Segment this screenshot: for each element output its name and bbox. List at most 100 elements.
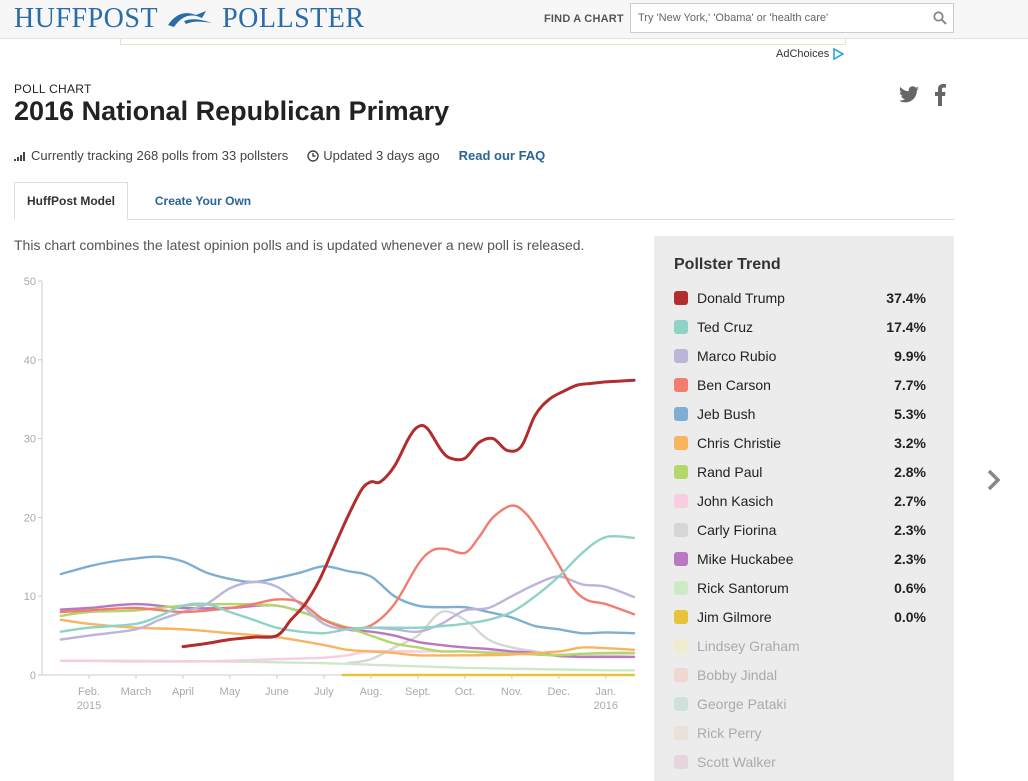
x-tick-label: Feb. [78, 686, 100, 698]
legend-item[interactable]: Jeb Bush 5.3% [674, 404, 926, 424]
updated-info: Updated 3 days ago [307, 148, 440, 163]
x-tick-label: Dec. [548, 686, 571, 698]
legend-swatch [674, 407, 688, 421]
trend-line-rand-paul[interactable] [59, 602, 636, 657]
legend-swatch [674, 552, 688, 566]
legend-swatch [674, 697, 688, 711]
x-tick-label: Sept. [405, 686, 431, 698]
legend-item[interactable]: Scott Walker [674, 752, 926, 772]
trend-line-ben-carson[interactable] [59, 504, 636, 630]
x-tick-label: May [220, 686, 241, 698]
legend-item[interactable]: Donald Trump 37.4% [674, 288, 926, 308]
legend-name: Jim Gilmore [697, 609, 772, 625]
tab-create-your-own[interactable]: Create Your Own [154, 194, 252, 208]
legend-item[interactable]: John Kasich 2.7% [674, 491, 926, 511]
legend-swatch [674, 494, 688, 508]
ad-choices-label: AdChoices [776, 48, 830, 60]
x-tick-year-label: 2016 [594, 700, 618, 712]
faq-link[interactable]: Read our FAQ [458, 148, 546, 163]
clock-icon [307, 149, 319, 162]
legend-name: George Pataki [697, 696, 787, 712]
legend-item[interactable]: Jim Gilmore 0.0% [674, 607, 926, 627]
trend-line-chris-christie[interactable] [59, 618, 636, 657]
legend-swatch [674, 378, 688, 392]
y-tick-label: 50 [24, 276, 36, 288]
legend-item[interactable]: George Pataki [674, 694, 926, 714]
legend-swatch [674, 755, 688, 769]
poll-trend-chart[interactable]: 0 10 20 30 40 50 Feb. 2015 March April May June July… [14, 266, 639, 716]
legend-name: Marco Rubio [697, 348, 777, 364]
legend-value: 2.8% [894, 464, 926, 480]
huffpost-pollster-logo[interactable]: HUFFPOST POLLSTER [14, 3, 365, 34]
legend-item[interactable]: Rand Paul 2.8% [674, 462, 926, 482]
legend-name: John Kasich [697, 493, 774, 509]
legend-item[interactable]: Chris Christie 3.2% [674, 433, 926, 453]
x-tick-label: April [172, 686, 194, 698]
legend-name: Mike Huckabee [697, 551, 794, 567]
legend-name: Donald Trump [697, 290, 785, 306]
legend-item[interactable]: Marco Rubio 9.9% [674, 346, 926, 366]
y-tick-label: 0 [30, 670, 36, 682]
legend-swatch [674, 465, 688, 479]
share-buttons [898, 84, 946, 106]
legend-swatch [674, 291, 688, 305]
search-icon[interactable] [933, 11, 947, 25]
signal-bars-icon [14, 151, 25, 161]
legend-name: Ted Cruz [697, 319, 754, 335]
legend-item[interactable]: Lindsey Graham [674, 636, 926, 656]
legend-name: Bobby Jindal [697, 667, 778, 683]
y-tick-label: 40 [24, 355, 36, 367]
legend-swatch [674, 320, 688, 334]
ad-banner[interactable] [120, 39, 846, 45]
legend-value: 7.7% [894, 377, 926, 393]
legend-name: Chris Christie [697, 435, 782, 451]
x-tick-label: July [314, 686, 334, 698]
legend-value: 2.3% [894, 551, 926, 567]
legend-item[interactable]: Ted Cruz 17.4% [674, 317, 926, 337]
legend-item[interactable]: Rick Perry [674, 723, 926, 743]
legend-name: Rand Paul [697, 464, 763, 480]
legend-swatch [674, 668, 688, 682]
tracking-text: Currently tracking 268 polls from 33 pol… [31, 148, 289, 163]
ad-choices-link[interactable]: AdChoices [776, 48, 845, 60]
legend-item[interactable]: Rick Santorum 0.6% [674, 578, 926, 598]
legend-item[interactable]: Carly Fiorina 2.3% [674, 520, 926, 540]
trend-line-jeb-bush[interactable] [59, 555, 636, 635]
legend-item[interactable]: Ben Carson 7.7% [674, 375, 926, 395]
x-tick-label: Aug. [360, 686, 383, 698]
legend-swatch [674, 610, 688, 624]
tab-huffpost-model[interactable]: HuffPost Model [14, 182, 128, 220]
x-tick-label: Jan. [595, 686, 616, 698]
legend-name: Rick Perry [697, 725, 762, 741]
legend-name: Carly Fiorina [697, 522, 777, 538]
twitter-icon[interactable] [898, 86, 920, 104]
y-tick-label: 10 [24, 591, 36, 603]
legend-name: Scott Walker [697, 754, 776, 770]
logo-huffpost-text: HUFFPOST [14, 3, 159, 34]
trend-line-ted-cruz[interactable] [59, 534, 636, 635]
legend-swatch [674, 436, 688, 450]
legend-value: 17.4% [886, 319, 926, 335]
x-tick-label: March [121, 686, 152, 698]
ad-choices-icon [833, 48, 845, 60]
chart-search-input[interactable] [631, 4, 921, 32]
legend-value: 9.9% [894, 348, 926, 364]
y-tick-label: 30 [24, 434, 36, 446]
legend-item[interactable]: Mike Huckabee 2.3% [674, 549, 926, 569]
legend-value: 0.0% [894, 609, 926, 625]
y-tick-label: 20 [24, 512, 36, 524]
legend-item[interactable]: Bobby Jindal [674, 665, 926, 685]
legend-value: 3.2% [894, 435, 926, 451]
legend-swatch [674, 726, 688, 740]
chart-tabs: HuffPost Model Create Your Own [14, 182, 954, 220]
facebook-icon[interactable] [934, 84, 946, 106]
top-bar: HUFFPOST POLLSTER FIND A CHART [0, 0, 1028, 39]
legend-value: 2.7% [894, 493, 926, 509]
legend-swatch [674, 581, 688, 595]
updated-text: Updated 3 days ago [323, 148, 440, 163]
legend-name: Jeb Bush [697, 406, 756, 422]
chevron-right-icon[interactable] [986, 468, 1002, 492]
trend-line-donald-trump[interactable] [181, 378, 636, 649]
legend-value: 5.3% [894, 406, 926, 422]
panel-title: Pollster Trend [674, 256, 781, 273]
